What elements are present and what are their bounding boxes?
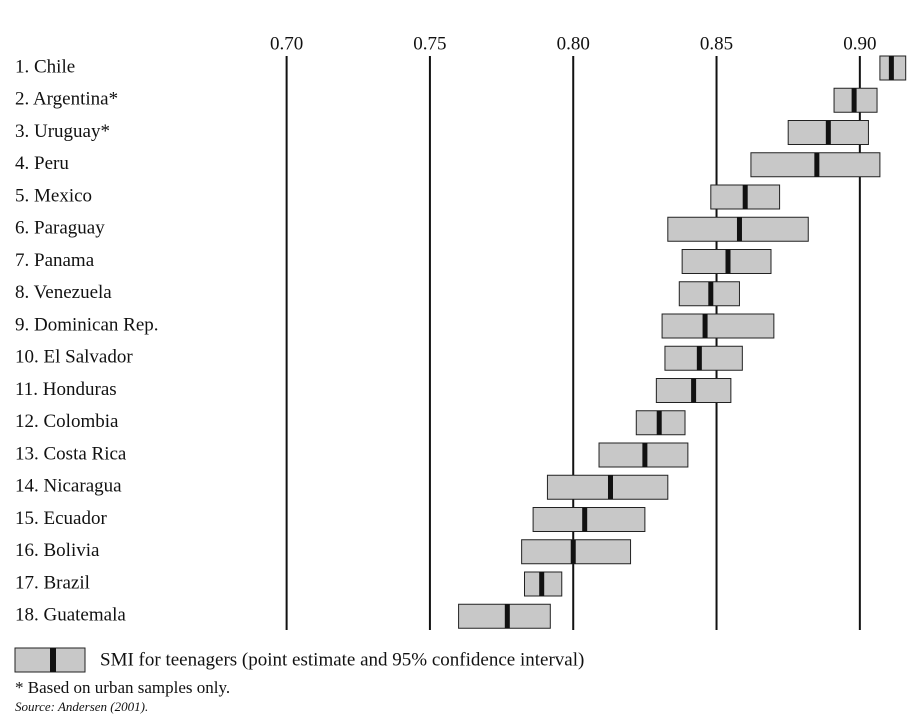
interval-box [546,474,669,500]
point-estimate [825,120,831,145]
category-label: 18. Guatemala [15,605,126,626]
x-tick-label: 0.75 [413,33,446,54]
category-label: 4. Peru [15,153,69,174]
category-label: 5. Mexico [15,185,92,206]
source: Source: Andersen (2001). [15,699,148,714]
x-tick-label: 0.90 [843,33,876,54]
point-estimate [607,475,613,500]
point-estimate [851,88,857,113]
point-estimate [582,507,588,532]
point-estimate [814,152,820,177]
category-label: 17. Brazil [15,572,90,593]
category-label: 12. Colombia [15,411,119,432]
interval-box [661,313,775,339]
x-tick-label: 0.70 [270,33,303,54]
legend-text: SMI for teenagers (point estimate and 95… [100,649,584,670]
point-estimate [742,185,748,209]
category-label: 15. Ecuador [15,508,107,529]
point-estimate [642,443,648,467]
interval-box [458,603,551,629]
interval-box [532,507,646,532]
x-tick-label: 0.80 [557,33,590,54]
point-estimate [691,378,697,403]
point-estimate [570,539,576,564]
category-label: 11. Honduras [15,379,117,400]
x-tick-label: 0.85 [700,33,733,54]
point-estimate [696,346,702,371]
interval-box [664,345,743,371]
point-estimate [736,217,742,242]
category-label: 3. Uruguay* [15,121,110,142]
point-estimate [708,281,714,306]
category-label: 7. Panama [15,250,95,271]
category-label: 13. Costa Rica [15,443,127,464]
category-label: 16. Bolivia [15,540,100,561]
category-label: 14. Nicaragua [15,476,122,497]
interval-box [521,539,632,565]
category-label: 2. Argentina* [15,89,118,110]
category-label: 9. Dominican Rep. [15,314,159,335]
category-label: 6. Paraguay [15,218,105,239]
category-label: 8. Venezuela [15,282,112,303]
point-estimate [888,56,894,80]
note: * Based on urban samples only. [15,678,230,697]
category-label: 10. El Salvador [15,347,133,368]
legend: SMI for teenagers (point estimate and 95… [14,647,584,673]
category-label: 1. Chile [15,56,75,77]
legend-swatch-point [50,648,56,672]
point-estimate [702,314,708,338]
point-estimate [725,249,731,274]
point-estimate [504,604,510,629]
point-estimate [539,572,545,596]
point-estimate [656,410,662,435]
